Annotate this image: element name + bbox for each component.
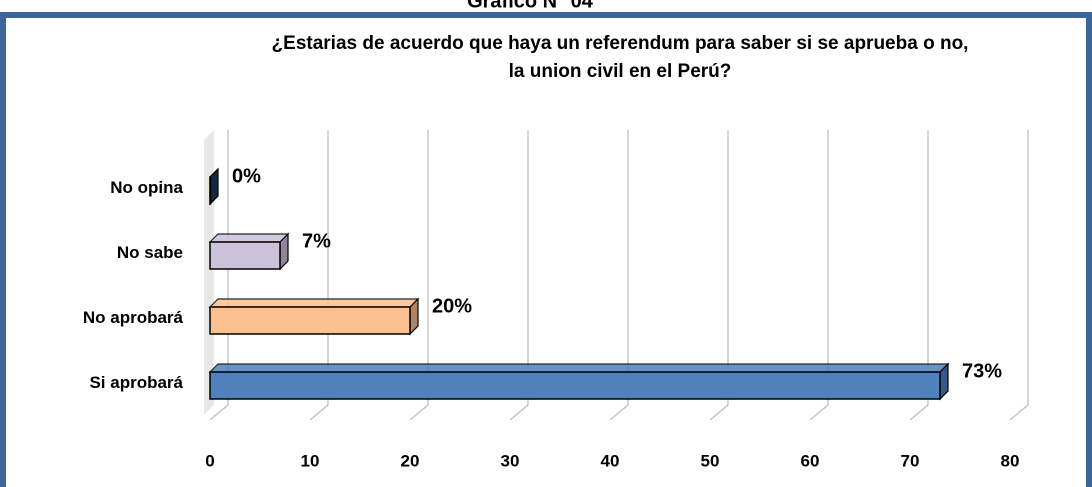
bar-top [208, 298, 420, 308]
category-label: No aprobará [83, 308, 184, 327]
bar-top [208, 363, 950, 373]
bar [209, 176, 212, 205]
x-tick-label: 0 [205, 451, 214, 470]
grid-line [209, 404, 229, 421]
bar-top [208, 233, 290, 243]
x-tick-label: 50 [701, 451, 720, 470]
grid-line [309, 404, 329, 421]
grid-line [509, 404, 529, 421]
x-tick-label: 40 [601, 451, 620, 470]
grid-line [609, 404, 629, 421]
grid-line [709, 404, 729, 421]
x-tick-label: 20 [401, 451, 420, 470]
value-label: 73% [962, 360, 1002, 382]
chart-title: ¿Estarias de acuerdo que haya un referen… [272, 33, 969, 54]
x-tick-label: 30 [501, 451, 520, 470]
x-tick-label: 70 [901, 451, 920, 470]
bar [209, 306, 411, 335]
grid-line [409, 404, 429, 421]
heading: Gráfico N° 04 [467, 0, 594, 12]
chart-title: la union civil en el Perú? [509, 61, 732, 82]
x-tick-label: 60 [801, 451, 820, 470]
x-tick-label: 10 [301, 451, 320, 470]
value-label: 7% [302, 230, 331, 252]
grid-line [809, 404, 829, 421]
x-tick-label: 80 [1001, 451, 1020, 470]
bar [209, 241, 281, 270]
grid-line [1009, 404, 1029, 421]
grid-line [909, 404, 929, 421]
category-label: No opina [110, 178, 183, 197]
bar [209, 371, 941, 400]
category-label: No sabe [117, 243, 183, 262]
value-label: 0% [232, 165, 261, 187]
category-label: Si aprobará [89, 373, 183, 392]
value-label: 20% [432, 295, 472, 317]
frame [0, 12, 1092, 487]
